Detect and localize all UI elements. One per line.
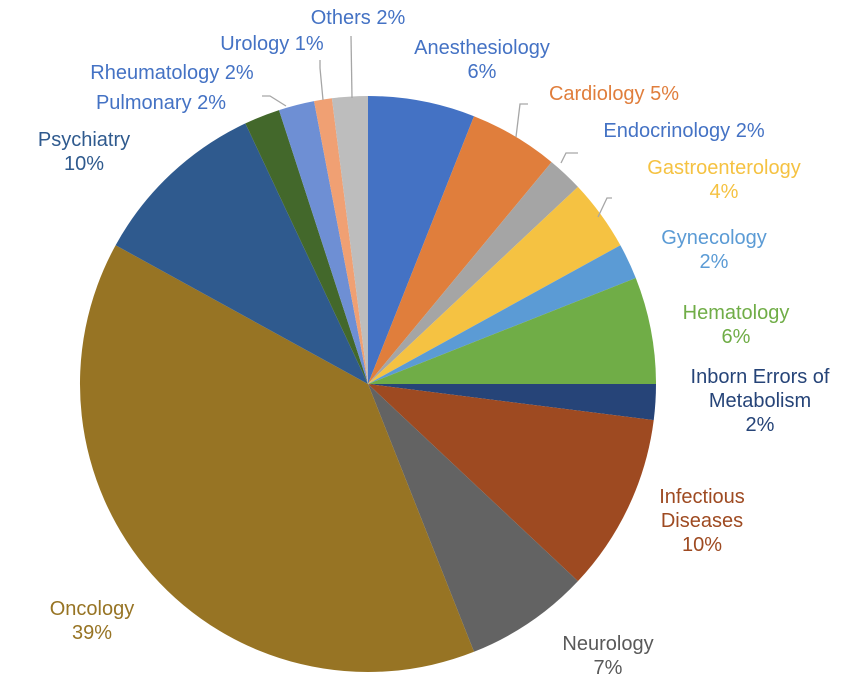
pie-slice-psychiatry [115, 123, 369, 384]
data-label-line: Pulmonary 2% [96, 92, 226, 114]
data-label-line: Infectious [659, 486, 745, 508]
data-label-line: Cardiology 5% [549, 83, 679, 105]
data-label-line: Oncology [50, 598, 135, 620]
pie-slice-gynecology [368, 245, 636, 384]
data-label-others: Others 2% [311, 7, 406, 29]
data-label-endocrinology: Endocrinology 2% [603, 120, 764, 142]
leader-lines [262, 35, 612, 218]
data-label-line: Anesthesiology [414, 37, 550, 59]
pie-slice-endocrinology [368, 162, 578, 384]
data-label-pulmonary: Pulmonary 2% [96, 92, 226, 114]
pie-slice-pulmonary [245, 110, 368, 384]
leader-line-urology [319, 60, 324, 101]
leader-line-others [350, 35, 353, 99]
data-label-cardiology: Cardiology 5% [549, 83, 679, 105]
data-label-inborn-errors-of-metabolism: Inborn Errors of Metabolism 2% [691, 366, 830, 436]
leader-line-endocrinology [560, 152, 578, 164]
data-label-rheumatology: Rheumatology 2% [90, 62, 254, 84]
data-label-line: 4% [710, 181, 739, 203]
data-label-line: 6% [722, 326, 751, 348]
data-label-line: Rheumatology 2% [90, 62, 254, 84]
data-label-line: Neurology [562, 633, 653, 655]
pie-slice-urology [314, 98, 368, 385]
data-label-psychiatry: Psychiatry 10% [38, 129, 130, 175]
data-label-line: Gynecology [661, 227, 767, 249]
data-label-neurology: Neurology 7% [562, 633, 653, 679]
data-label-infectious-diseases: Infectious Diseases 10% [659, 486, 745, 556]
data-label-line: 39% [72, 622, 112, 644]
data-label-line: Endocrinology 2% [603, 120, 764, 142]
leader-line-gastroenterology [597, 197, 612, 218]
data-label-line: Urology 1% [220, 33, 324, 55]
pie-slice-rheumatology [279, 101, 368, 384]
data-label-line: Hematology [683, 302, 790, 324]
data-label-line: Metabolism [709, 390, 811, 412]
pie-slice-hematology [368, 277, 656, 384]
data-label-line: Psychiatry [38, 129, 130, 151]
pie-slice-neurology [368, 384, 578, 652]
leader-line-cardiology [515, 103, 528, 138]
data-label-line: 2% [746, 414, 775, 436]
pie-slice-gastroenterology [368, 186, 621, 384]
data-label-line: Inborn Errors of [691, 366, 830, 388]
data-label-oncology: Oncology 39% [50, 598, 135, 644]
data-label-line: 7% [594, 657, 623, 679]
data-label-line: Others 2% [311, 7, 406, 29]
data-label-line: 6% [468, 61, 497, 83]
pie-slice-others [331, 95, 368, 384]
data-label-anesthesiology: Anesthesiology 6% [414, 37, 550, 83]
pie-slice-cardiology [368, 116, 552, 384]
data-label-gastroenterology: Gastroenterology 4% [647, 157, 800, 203]
data-label-gynecology: Gynecology 2% [661, 227, 767, 273]
data-label-line: Diseases [661, 510, 743, 532]
pie-slice-infectious-diseases [368, 384, 654, 582]
data-label-hematology: Hematology 6% [683, 302, 790, 348]
data-label-line: 10% [64, 153, 104, 175]
pie-slice-inborn-errors-of-metabolism [368, 384, 656, 421]
leader-line-pulmonary [262, 95, 287, 107]
pie-slice-anesthesiology [368, 96, 475, 384]
data-label-line: 2% [700, 251, 729, 273]
slice-labels: Anesthesiology 6%Cardiology 5%Endocrinolo… [38, 7, 830, 679]
data-label-line: Gastroenterology [647, 157, 800, 179]
pie-slices [79, 95, 656, 673]
pie-slice-oncology [79, 245, 475, 673]
data-label-urology: Urology 1% [220, 33, 324, 55]
data-label-line: 10% [682, 534, 722, 556]
